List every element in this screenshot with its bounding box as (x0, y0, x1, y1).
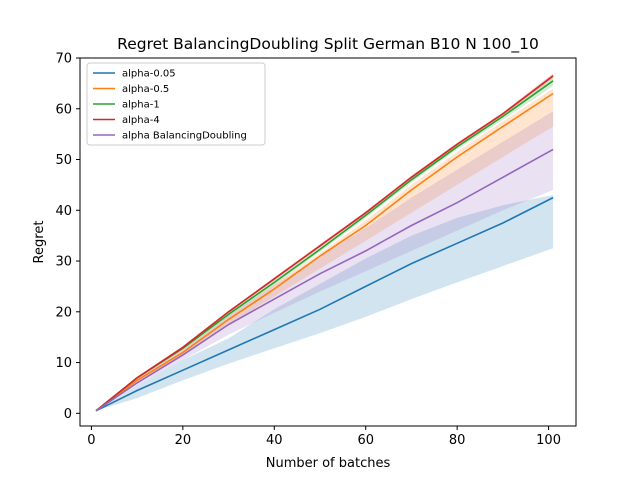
y-tick-label-6: 60 (55, 102, 72, 117)
y-tick-label-1: 10 (55, 356, 72, 371)
legend-label-1: alpha-0.5 (122, 84, 169, 95)
legend: alpha-0.05 alpha-0.5 alpha-1 alpha-4 alpha B… (86, 62, 266, 146)
y-axis-ticks: 0 10 20 30 40 50 60 70 (55, 52, 80, 422)
y-tick-label-7: 70 (55, 52, 72, 67)
line-series-3 (95, 75, 554, 412)
x-tick-label-3: 60 (357, 433, 374, 448)
legend-label-4: alpha BalancingDoubling (122, 131, 247, 142)
y-tick-label-3: 30 (55, 255, 72, 270)
x-tick-label-0: 0 (87, 433, 95, 448)
y-tick-label-0: 0 (64, 407, 72, 422)
x-tick-label-5: 100 (536, 433, 561, 448)
x-tick-label-4: 80 (449, 433, 466, 448)
x-tick-label-2: 40 (266, 433, 283, 448)
legend-label-2: alpha-1 (122, 100, 160, 111)
legend-label-3: alpha-4 (122, 115, 160, 126)
line-series-0 (95, 196, 554, 412)
x-axis-title: Number of batches (266, 456, 391, 471)
line-series-4 (95, 148, 554, 412)
y-tick-label-5: 50 (55, 153, 72, 168)
legend-box (86, 62, 266, 146)
x-axis-ticks: 0 20 40 60 80 100 (87, 426, 561, 448)
y-tick-label-2: 20 (55, 305, 72, 320)
line-series-1 (95, 92, 554, 412)
band-series-1 (96, 88, 554, 411)
series-lines (95, 75, 554, 412)
y-tick-label-4: 40 (55, 204, 72, 219)
chart-title: Regret BalancingDoubling Split German B1… (117, 35, 539, 54)
y-axis-title: Regret (32, 221, 47, 264)
x-tick-label-1: 20 (175, 433, 192, 448)
legend-label-0: alpha-0.05 (122, 69, 176, 80)
plot-frame (79, 57, 577, 427)
band-series-0 (96, 195, 554, 411)
